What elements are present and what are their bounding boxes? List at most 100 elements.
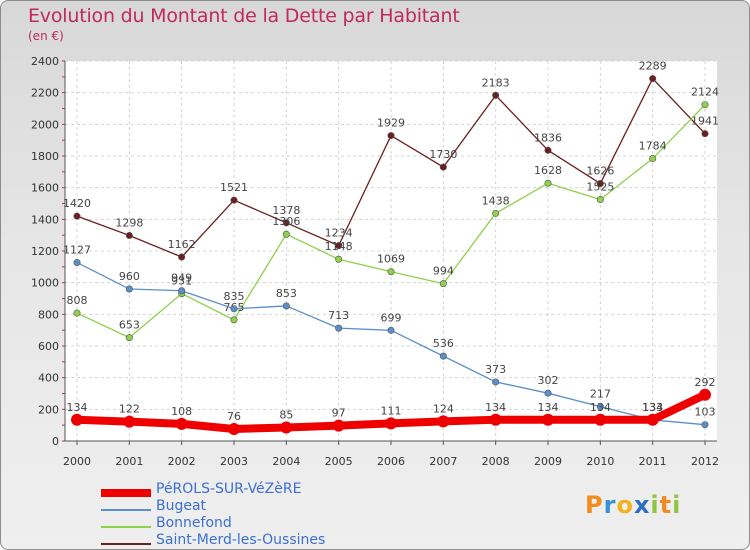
x-tick-label: 2004 <box>272 455 300 468</box>
data-label: 2124 <box>691 86 719 99</box>
y-tick-label: 600 <box>38 340 59 353</box>
data-label: 1298 <box>115 216 143 229</box>
data-label: 1420 <box>63 197 91 210</box>
data-point <box>125 334 133 342</box>
data-point <box>596 196 604 204</box>
data-point <box>228 422 240 435</box>
data-point <box>125 285 133 293</box>
data-point <box>387 132 395 140</box>
data-label: 134 <box>485 401 506 414</box>
data-point <box>230 316 238 324</box>
data-point <box>489 413 502 426</box>
chart-subtitle: (en €) <box>28 29 64 43</box>
data-point <box>73 309 81 317</box>
data-point <box>387 326 395 334</box>
data-label: 536 <box>433 337 454 350</box>
data-label: 373 <box>485 363 506 376</box>
data-label: 853 <box>276 287 297 300</box>
data-point <box>649 75 657 83</box>
y-tick-label: 1200 <box>31 245 59 258</box>
data-point <box>544 146 552 154</box>
data-point <box>701 101 709 109</box>
data-point <box>542 413 554 426</box>
legend-label: PéROLS-SUR-VéZèRE <box>156 481 302 497</box>
legend-swatch <box>101 526 151 528</box>
data-label: 1521 <box>220 181 248 194</box>
logo-letter-x: x <box>633 491 651 519</box>
y-tick-label: 800 <box>38 308 59 321</box>
data-point <box>701 421 709 429</box>
data-point <box>439 163 447 171</box>
data-label: 960 <box>119 270 140 283</box>
x-tick-label: 2006 <box>377 455 405 468</box>
data-label: 949 <box>171 272 192 285</box>
y-tick-label: 1400 <box>31 213 59 226</box>
data-point <box>594 413 607 426</box>
logo-letter-o: o <box>616 491 634 519</box>
data-point <box>282 302 290 310</box>
y-tick-label: 1600 <box>31 182 59 195</box>
data-label: 76 <box>227 410 241 423</box>
data-label: 1525 <box>586 181 614 194</box>
data-label: 134 <box>67 401 88 414</box>
logo-letter-p: P <box>585 491 604 519</box>
data-point <box>123 415 136 428</box>
data-point <box>596 403 604 411</box>
data-label: 1234 <box>325 227 353 240</box>
data-point <box>701 130 709 138</box>
data-label: 653 <box>119 319 140 332</box>
data-label: 108 <box>171 405 192 418</box>
data-point <box>282 219 290 227</box>
y-tick-label: 2200 <box>31 87 59 100</box>
legend-swatch <box>101 543 151 545</box>
legend-label: Bugeat <box>156 498 207 514</box>
data-point <box>71 413 83 426</box>
data-label: 1626 <box>586 165 614 178</box>
data-point <box>178 253 186 261</box>
logo-letter-r: r <box>603 491 617 519</box>
x-tick-label: 2005 <box>325 455 353 468</box>
data-label: 1784 <box>639 140 667 153</box>
x-tick-label: 2007 <box>429 455 457 468</box>
data-label: 1306 <box>272 215 300 228</box>
data-point <box>73 212 81 220</box>
data-point <box>387 268 395 276</box>
x-tick-label: 2001 <box>115 455 143 468</box>
data-point <box>596 180 604 188</box>
data-label: 103 <box>695 406 716 419</box>
data-point <box>544 179 552 187</box>
data-label: 2289 <box>639 60 667 73</box>
data-label: 1127 <box>63 244 91 257</box>
y-tick-label: 1800 <box>31 150 59 163</box>
x-tick-label: 2009 <box>534 455 562 468</box>
data-point <box>335 242 343 250</box>
legend-label: Bonnefond <box>156 515 232 531</box>
legend-swatch <box>101 509 151 511</box>
legend-label: Saint-Merd-les-Oussines <box>156 532 326 548</box>
y-tick-label: 0 <box>52 435 59 448</box>
data-point <box>649 155 657 163</box>
data-label: 1378 <box>272 204 300 217</box>
data-point <box>439 352 447 360</box>
data-label: 134 <box>538 401 559 414</box>
data-point <box>646 413 659 426</box>
data-label: 134 <box>642 401 663 414</box>
data-point <box>492 91 500 99</box>
data-point <box>332 419 345 432</box>
data-label: 1162 <box>168 238 196 251</box>
data-label: 1148 <box>325 240 353 253</box>
y-tick-label: 1000 <box>31 277 59 290</box>
data-point <box>439 280 447 288</box>
data-label: 1929 <box>377 117 405 130</box>
data-point <box>125 231 133 239</box>
data-label: 134 <box>590 401 611 414</box>
data-point <box>544 389 552 397</box>
data-label: 217 <box>590 388 611 401</box>
data-label: 111 <box>381 404 402 417</box>
x-tick-label: 2008 <box>482 455 510 468</box>
data-label: 931 <box>171 275 192 288</box>
data-label: 97 <box>332 407 346 420</box>
data-point <box>73 259 81 267</box>
x-tick-label: 2012 <box>691 455 719 468</box>
x-tick-label: 2011 <box>639 455 667 468</box>
